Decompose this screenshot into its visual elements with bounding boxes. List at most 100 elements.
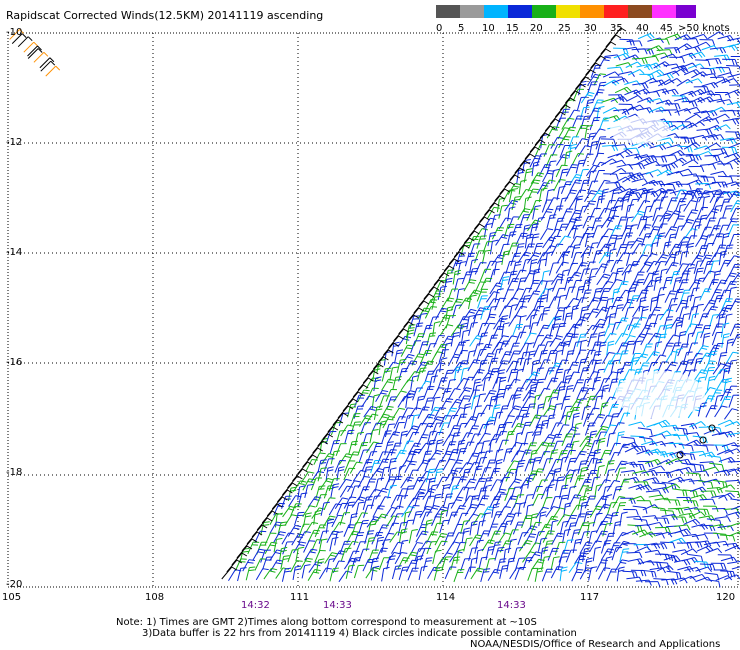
wind-barb xyxy=(330,450,341,465)
wind-barb xyxy=(456,439,466,455)
wind-barb xyxy=(419,547,432,561)
wind-barb xyxy=(284,514,298,527)
wind-barb xyxy=(351,557,361,571)
wind-barb xyxy=(648,494,666,501)
wind-barb xyxy=(656,223,668,237)
wind-barb xyxy=(414,548,425,562)
wind-barb xyxy=(631,57,648,65)
wind-barb xyxy=(514,243,525,258)
wind-barb xyxy=(374,513,388,526)
wind-barb xyxy=(718,250,728,266)
wind-barb xyxy=(576,333,587,347)
wind-barb xyxy=(538,187,548,203)
wind-barb xyxy=(635,524,652,531)
wind-barb xyxy=(647,69,665,77)
wind-barb xyxy=(572,88,585,102)
wind-barb xyxy=(490,479,503,492)
edge-barb xyxy=(418,293,435,307)
wind-barb xyxy=(626,95,643,102)
wind-barb xyxy=(689,287,700,302)
lat-label: -10 xyxy=(6,27,23,38)
wind-barb xyxy=(536,153,548,167)
wind-barb xyxy=(730,200,740,213)
wind-barb xyxy=(392,513,404,527)
wind-barb xyxy=(617,443,630,457)
wind-barb xyxy=(548,228,563,241)
wind-barb xyxy=(445,315,456,329)
wind-barb xyxy=(446,541,460,554)
wind-barb xyxy=(577,358,588,373)
wind-barb xyxy=(452,269,462,285)
wind-barb xyxy=(542,530,555,543)
wind-barb xyxy=(706,375,716,391)
wind-barb xyxy=(417,406,430,419)
wind-barb xyxy=(625,192,643,199)
wind-barb xyxy=(397,465,406,480)
wind-barb xyxy=(695,576,713,583)
wind-barb xyxy=(443,532,455,546)
wind-barb xyxy=(384,441,394,456)
wind-barb xyxy=(553,368,564,383)
corner-barb xyxy=(40,60,56,72)
wind-barb xyxy=(398,528,408,543)
wind-barb xyxy=(680,289,691,303)
wind-barb xyxy=(428,316,440,330)
wind-barb xyxy=(400,379,415,391)
wind-barb xyxy=(628,495,646,502)
wind-barb xyxy=(393,416,406,429)
wind-barb xyxy=(469,433,481,447)
wind-barb xyxy=(338,570,353,583)
wind-barb xyxy=(442,493,453,508)
wind-barb xyxy=(686,541,703,548)
wind-barb xyxy=(461,468,472,483)
wind-barb xyxy=(389,366,399,381)
wind-barb xyxy=(492,376,504,390)
wind-barb xyxy=(381,532,395,546)
wind-barb xyxy=(571,244,581,259)
wind-barb xyxy=(667,210,681,222)
wind-barb xyxy=(335,429,346,444)
wind-barb xyxy=(604,54,621,61)
wind-barb xyxy=(718,492,735,499)
wind-barb xyxy=(595,195,606,210)
wind-barb xyxy=(534,367,545,382)
wind-barb xyxy=(595,306,610,318)
edge-barb xyxy=(246,531,263,545)
wind-barb xyxy=(681,100,698,107)
wind-barb xyxy=(651,215,664,228)
wind-barb xyxy=(674,108,692,114)
wind-barb xyxy=(524,233,534,249)
wind-barb xyxy=(596,235,609,249)
wind-barb xyxy=(390,476,403,489)
wind-barb xyxy=(432,549,442,564)
wind-barb xyxy=(287,549,299,563)
wind-barb xyxy=(599,280,613,293)
wind-barb xyxy=(631,210,645,223)
wind-barb xyxy=(412,488,426,501)
scale-swatch xyxy=(628,5,652,18)
wind-barb xyxy=(677,241,688,255)
wind-barb xyxy=(671,516,688,523)
wind-barb xyxy=(727,432,740,436)
edge-barb xyxy=(605,34,622,48)
wind-barb xyxy=(576,96,588,111)
wind-barb xyxy=(731,333,740,347)
wind-barb xyxy=(432,362,446,374)
wind-barb xyxy=(596,105,605,121)
wind-barb xyxy=(343,557,358,570)
wind-barb xyxy=(662,88,679,96)
lat-label: -12 xyxy=(6,137,23,148)
wind-barb xyxy=(727,560,740,564)
wind-barb xyxy=(413,333,425,347)
wind-barb xyxy=(707,350,718,365)
edge-barb xyxy=(474,216,490,230)
wind-barb xyxy=(437,285,447,301)
wind-barb xyxy=(472,503,486,516)
lat-label: -20 xyxy=(6,579,23,590)
wind-barb xyxy=(507,182,521,195)
wind-barb xyxy=(501,250,510,265)
edge-barb xyxy=(514,160,531,174)
wind-barb xyxy=(592,512,603,527)
wind-barb xyxy=(414,493,425,507)
